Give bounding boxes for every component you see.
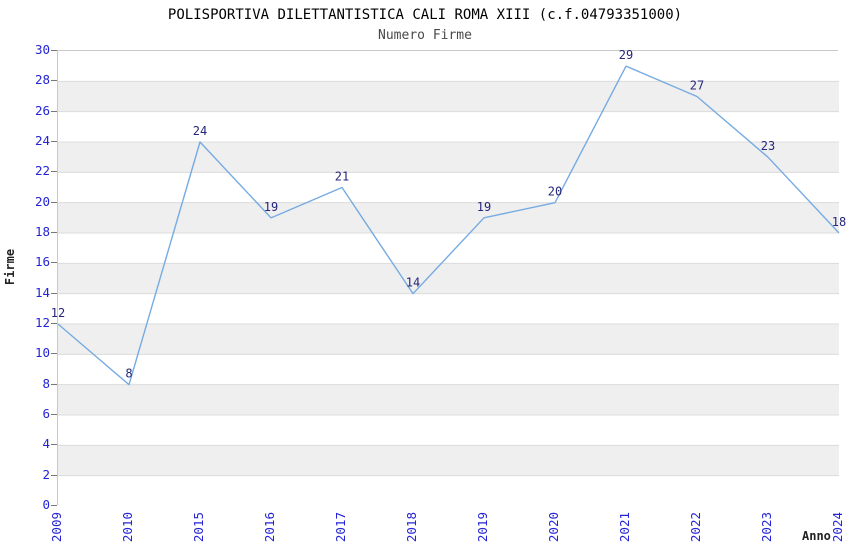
x-tick-label: 2019 — [475, 512, 490, 543]
y-tick-mark — [51, 414, 57, 415]
grid-band — [58, 354, 839, 385]
grid-band — [58, 81, 839, 112]
y-tick-mark — [51, 80, 57, 82]
y-tick-label: 30 — [34, 42, 50, 57]
data-point-label: 8 — [125, 367, 132, 381]
data-point-label: 21 — [335, 170, 349, 184]
y-tick-mark — [51, 353, 57, 355]
y-tick-label: 4 — [42, 436, 50, 452]
x-tick-label: 2017 — [333, 512, 348, 543]
grid-band — [58, 142, 839, 173]
data-point-label: 14 — [406, 276, 420, 290]
x-tick-label: 2010 — [120, 512, 135, 543]
x-tick-label: 2018 — [404, 512, 419, 543]
grid-band — [58, 384, 839, 415]
y-tick-label: 22 — [34, 163, 50, 179]
x-tick-label: 2022 — [688, 512, 703, 543]
y-tick-label: 14 — [34, 284, 50, 300]
y-tick-label: 0 — [42, 497, 50, 512]
y-tick-label: 12 — [34, 315, 50, 330]
y-tick-label: 24 — [34, 133, 50, 148]
data-point-label: 19 — [477, 200, 491, 214]
y-tick-label: 8 — [42, 375, 50, 391]
y-tick-mark — [51, 474, 57, 476]
y-tick-label: 20 — [34, 193, 50, 209]
x-tick-label: 2015 — [191, 512, 206, 543]
y-tick-label: 16 — [34, 254, 50, 270]
data-point-label: 23 — [761, 139, 775, 153]
y-tick-mark — [51, 201, 57, 203]
grid-band — [58, 293, 839, 324]
x-tick-label: 2021 — [617, 512, 632, 543]
y-tick-label: 26 — [34, 102, 50, 118]
grid-band — [58, 202, 839, 233]
y-tick-mark — [51, 505, 57, 506]
y-tick-mark — [51, 141, 57, 142]
series-line — [57, 65, 840, 386]
grid-band — [58, 172, 839, 203]
x-tick-label: 2009 — [49, 512, 64, 543]
y-tick-mark — [51, 292, 57, 294]
data-point-label: 12 — [51, 306, 65, 320]
chart-title: POLISPORTIVA DILETTANTISTICA CALI ROMA X… — [167, 7, 683, 23]
y-tick-mark — [51, 110, 57, 112]
series-plot: 12 8 24 19 21 14 19 20 29 27 23 18 — [51, 48, 846, 506]
x-tick-label: 2016 — [262, 512, 277, 543]
grid-band — [58, 111, 839, 142]
y-tick-mark — [51, 171, 57, 173]
plot-area: 12 8 24 19 21 14 19 20 29 27 23 18 — [51, 48, 846, 506]
data-point-label: 18 — [832, 215, 846, 229]
y-tick-label: 18 — [34, 224, 50, 239]
y-tick-mark — [51, 262, 57, 264]
grid-band — [58, 51, 839, 82]
x-tick-label: 2023 — [759, 512, 774, 543]
y-tick-mark — [51, 323, 57, 324]
y-tick-mark — [51, 383, 57, 385]
x-tick-label: 2024 — [830, 512, 845, 543]
grid-band — [58, 475, 839, 506]
data-point-label: 20 — [548, 185, 562, 199]
y-tick-label: 6 — [42, 406, 50, 421]
data-point-label: 24 — [193, 124, 207, 138]
y-tick-mark — [51, 444, 57, 446]
y-tick-label: 28 — [34, 72, 50, 88]
x-axis-title: Anno — [802, 529, 831, 543]
grid-band — [58, 263, 839, 294]
data-point-label: 19 — [264, 200, 278, 214]
y-tick-mark — [51, 50, 57, 51]
grid-band — [58, 415, 839, 446]
chart-subtitle: Numero Firme — [378, 28, 472, 43]
data-point-label: 29 — [619, 48, 633, 62]
y-tick-label: 2 — [42, 466, 50, 482]
y-tick-mark — [51, 232, 57, 233]
grid-band — [58, 445, 839, 476]
x-tick-label: 2020 — [546, 512, 561, 543]
y-tick-label: 10 — [34, 345, 50, 361]
grid-band — [58, 324, 839, 355]
grid-band — [58, 233, 839, 264]
data-point-label: 27 — [690, 79, 704, 93]
